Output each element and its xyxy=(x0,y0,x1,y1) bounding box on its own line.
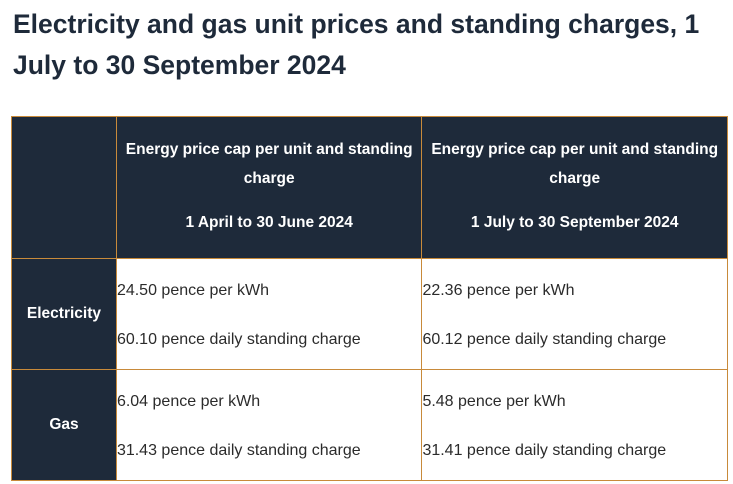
unit-price: 22.36 pence per kWh xyxy=(422,282,575,299)
table-cell: 22.36 pence per kWh 60.12 pence daily st… xyxy=(421,258,728,370)
row-header-gas: Gas xyxy=(11,369,117,481)
column-description: Energy price cap per unit and standing c… xyxy=(125,141,413,187)
standing-charge: 60.10 pence daily standing charge xyxy=(116,331,361,348)
table-row-electricity: Electricity 24.50 pence per kWh 60.10 pe… xyxy=(11,258,728,370)
column-period: 1 July to 30 September 2024 xyxy=(470,214,679,231)
table-corner-cell xyxy=(11,116,117,259)
column-period: 1 April to 30 June 2024 xyxy=(185,214,353,231)
column-header-july-september: Energy price cap per unit and standing c… xyxy=(421,116,728,259)
row-header-electricity: Electricity xyxy=(11,258,117,370)
page-title: Electricity and gas unit prices and stan… xyxy=(13,9,700,80)
standing-charge: 31.43 pence daily standing charge xyxy=(116,442,361,459)
unit-price: 5.48 pence per kWh xyxy=(422,393,566,410)
table-cell: 6.04 pence per kWh 31.43 pence daily sta… xyxy=(115,369,423,481)
column-description: Energy price cap per unit and standing c… xyxy=(431,141,719,187)
table-cell: 24.50 pence per kWh 60.10 pence daily st… xyxy=(115,258,423,370)
standing-charge: 60.12 pence daily standing charge xyxy=(422,331,667,348)
column-header-april-june: Energy price cap per unit and standing c… xyxy=(115,116,423,259)
table-header-row: Energy price cap per unit and standing c… xyxy=(11,116,728,259)
table-cell: 5.48 pence per kWh 31.41 pence daily sta… xyxy=(421,369,728,481)
table-row-gas: Gas 6.04 pence per kWh 31.43 pence daily… xyxy=(11,369,728,481)
unit-price: 24.50 pence per kWh xyxy=(116,282,270,299)
standing-charge: 31.41 pence daily standing charge xyxy=(422,442,667,459)
price-cap-table: Energy price cap per unit and standing c… xyxy=(11,116,728,481)
unit-price: 6.04 pence per kWh xyxy=(116,393,261,410)
